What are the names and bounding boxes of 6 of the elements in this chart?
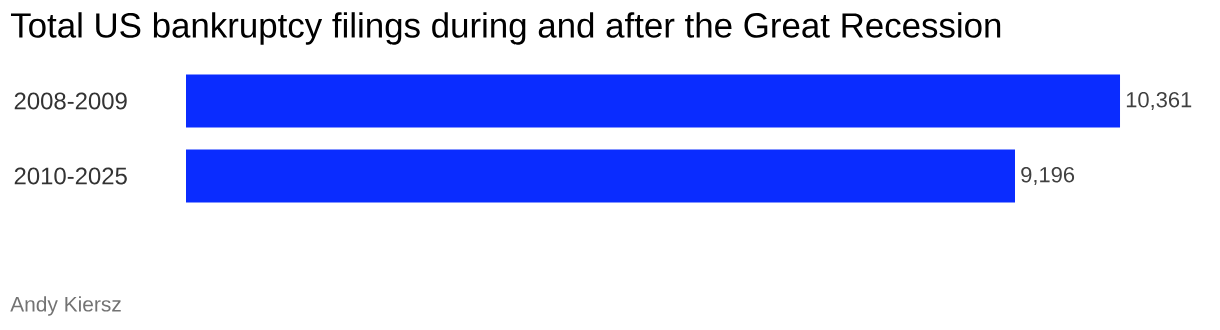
chart-title: Total US bankruptcy filings during and after the Great Recession <box>10 12 1001 45</box>
y-tick-label: 2008-2009 <box>14 92 127 110</box>
y-tick-label: 2010-2025 <box>14 167 127 185</box>
data-label: 10,361 <box>1126 91 1192 111</box>
text: Andy Kiersz <box>10 296 121 316</box>
data-label: 9,196 <box>1021 166 1075 186</box>
